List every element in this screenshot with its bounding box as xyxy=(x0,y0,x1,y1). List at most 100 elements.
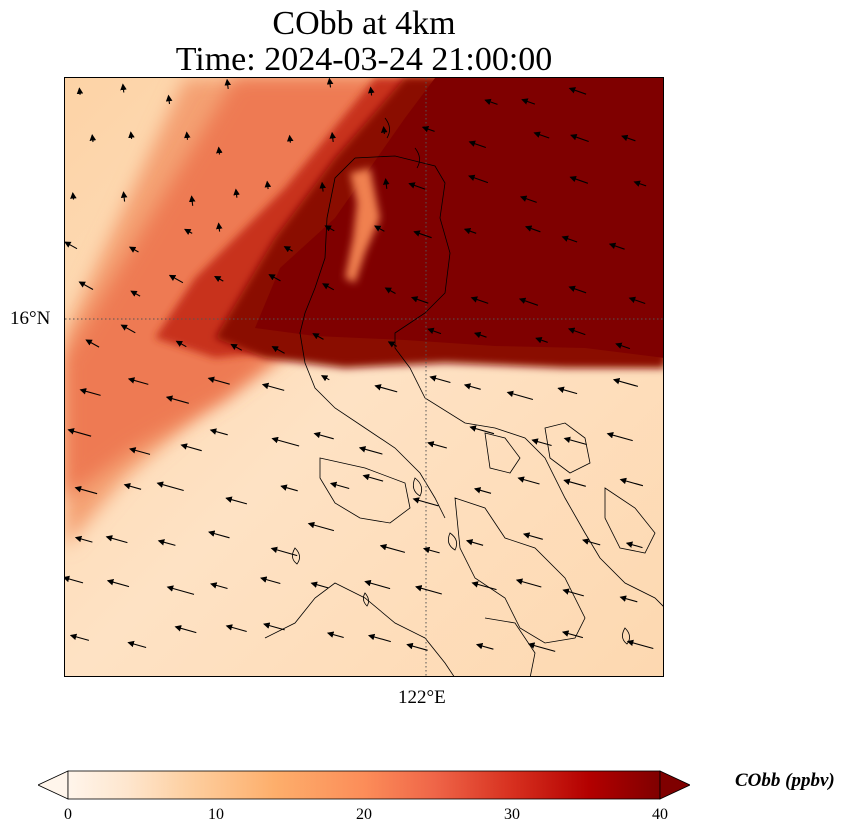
wind-arrow xyxy=(79,388,101,396)
wind-arrow xyxy=(127,640,147,649)
colorbar-gradient xyxy=(67,770,661,800)
wind-arrow xyxy=(85,339,100,348)
chart-subtitle-time: Time: 2024-03-24 21:00:00 xyxy=(175,41,553,78)
wind-arrow xyxy=(429,375,451,384)
wind-arrow xyxy=(518,297,539,306)
wind-arrow xyxy=(174,625,197,634)
wind-arrow xyxy=(568,285,587,294)
wind-arrow xyxy=(214,275,224,283)
colorbar xyxy=(38,770,690,800)
wind-arrow xyxy=(569,175,589,184)
chart-title: CObb at 4km xyxy=(272,5,456,42)
wind-arrow xyxy=(563,436,587,446)
wind-arrow xyxy=(157,539,176,546)
wind-arrow xyxy=(628,296,646,305)
wind-arrow xyxy=(270,546,298,557)
wind-arrow xyxy=(473,331,487,339)
wind-arrow xyxy=(313,431,334,440)
colorbar-extend-min xyxy=(38,770,69,800)
wind-arrow xyxy=(268,274,281,282)
wind-arrow xyxy=(322,283,335,291)
wind-arrow xyxy=(208,530,230,539)
wind-arrow xyxy=(89,134,97,143)
wind-arrow xyxy=(522,532,543,540)
wind-arrow xyxy=(561,235,578,243)
wind-arrow xyxy=(260,576,281,585)
wind-arrow xyxy=(475,642,494,650)
wind-arrow xyxy=(469,425,495,435)
wind-arrow xyxy=(463,383,481,390)
colorbar-tick-label: 0 xyxy=(64,806,72,823)
wind-arrow xyxy=(561,630,584,639)
wind-arrow xyxy=(271,436,300,447)
wind-arrow xyxy=(310,581,329,589)
wind-arrow xyxy=(184,228,193,235)
wind-arrow xyxy=(225,496,248,505)
wind-arrow xyxy=(286,134,294,143)
wind-arrow xyxy=(128,246,139,253)
colorbar-tick-label: 30 xyxy=(504,806,520,823)
map-panel xyxy=(64,77,664,677)
wind-arrow xyxy=(230,343,243,351)
wind-arrow xyxy=(524,225,541,233)
wind-arrow xyxy=(224,78,232,89)
wind-arrow xyxy=(74,485,98,495)
wind-arrow xyxy=(412,497,439,507)
wind-arrow xyxy=(127,377,149,385)
wind-arrow xyxy=(367,633,391,643)
wind-arrow xyxy=(329,131,337,142)
wind-arrow xyxy=(621,134,636,142)
wind-arrow xyxy=(368,86,375,96)
gridlines xyxy=(65,78,663,676)
wind-arrow xyxy=(506,390,534,401)
wind-arrow xyxy=(519,195,537,203)
wind-arrow xyxy=(264,180,272,190)
wind-arrow xyxy=(168,274,184,284)
wind-arrow xyxy=(582,538,601,546)
wind-arrow xyxy=(374,384,398,393)
wind-arrow xyxy=(562,588,584,597)
wind-arrow xyxy=(515,578,542,588)
wind-arrow xyxy=(65,575,84,584)
wind-arrow xyxy=(358,446,383,455)
wind-arrow xyxy=(468,174,489,184)
wind-arrow xyxy=(471,581,497,591)
wind-arrow xyxy=(470,296,489,304)
wind-arrow xyxy=(129,447,151,455)
wind-arrow xyxy=(106,579,130,588)
wind-arrow xyxy=(70,192,77,200)
wind-arrow xyxy=(78,281,94,290)
wind-arrow xyxy=(329,481,350,490)
wind-arrow xyxy=(105,535,128,544)
wind-arrow xyxy=(465,539,484,546)
wind-arrow xyxy=(130,290,141,297)
wind-arrow xyxy=(283,246,293,253)
colorbar-label: CObb (ppbv) xyxy=(735,770,835,791)
wind-arrow xyxy=(527,642,556,652)
wind-arrow xyxy=(120,191,128,202)
colorbar-tick-label: 10 xyxy=(208,806,224,823)
wind-arrow xyxy=(184,131,191,140)
wind-arrow xyxy=(473,487,492,494)
wind-arrow xyxy=(216,146,223,155)
wind-arrow xyxy=(324,225,335,232)
wind-arrow xyxy=(74,535,93,543)
wind-arrow xyxy=(207,376,230,385)
wind-arrow xyxy=(180,443,202,452)
wind-arrow xyxy=(188,195,196,206)
wind-arrow xyxy=(468,140,486,149)
wind-arrow xyxy=(463,228,477,235)
wind-arrow xyxy=(410,296,429,304)
wind-arrow xyxy=(406,642,428,651)
wind-arrow xyxy=(380,126,388,135)
latitude-tick-label: 16°N xyxy=(10,308,51,329)
wind-arrow xyxy=(521,98,536,105)
cobb-concentration-field xyxy=(65,78,663,676)
wind-arrow xyxy=(280,484,298,492)
wind-arrow xyxy=(421,126,435,133)
wind-arrow xyxy=(123,483,142,490)
wind-arrow xyxy=(533,131,550,139)
wind-arrow xyxy=(535,337,548,344)
wind-arrow xyxy=(606,431,633,442)
wind-arrow xyxy=(383,178,390,189)
